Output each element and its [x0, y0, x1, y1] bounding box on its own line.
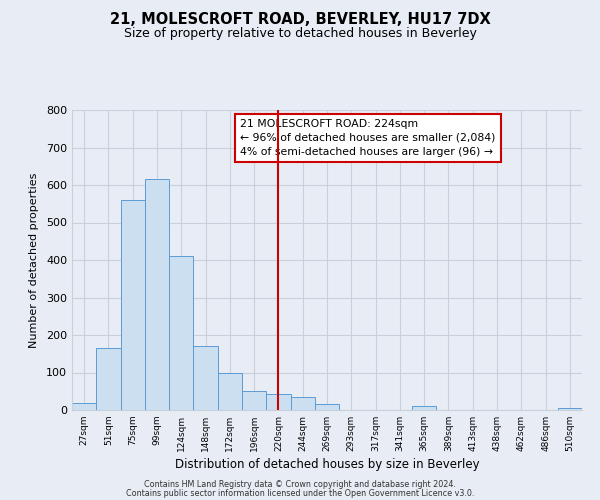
Bar — [242, 391, 266, 410]
Y-axis label: Number of detached properties: Number of detached properties — [29, 172, 39, 348]
Bar — [121, 200, 145, 410]
Bar — [169, 256, 193, 410]
Text: Contains public sector information licensed under the Open Government Licence v3: Contains public sector information licen… — [126, 488, 474, 498]
Bar — [412, 406, 436, 410]
Text: Contains HM Land Registry data © Crown copyright and database right 2024.: Contains HM Land Registry data © Crown c… — [144, 480, 456, 489]
Bar — [72, 402, 96, 410]
Text: 21 MOLESCROFT ROAD: 224sqm
← 96% of detached houses are smaller (2,084)
4% of se: 21 MOLESCROFT ROAD: 224sqm ← 96% of deta… — [240, 119, 496, 157]
Bar — [145, 180, 169, 410]
Bar — [266, 394, 290, 410]
X-axis label: Distribution of detached houses by size in Beverley: Distribution of detached houses by size … — [175, 458, 479, 471]
Bar — [290, 397, 315, 410]
Bar — [315, 404, 339, 410]
Bar — [558, 408, 582, 410]
Text: Size of property relative to detached houses in Beverley: Size of property relative to detached ho… — [124, 28, 476, 40]
Bar — [218, 372, 242, 410]
Bar — [96, 348, 121, 410]
Bar — [193, 346, 218, 410]
Text: 21, MOLESCROFT ROAD, BEVERLEY, HU17 7DX: 21, MOLESCROFT ROAD, BEVERLEY, HU17 7DX — [110, 12, 490, 28]
